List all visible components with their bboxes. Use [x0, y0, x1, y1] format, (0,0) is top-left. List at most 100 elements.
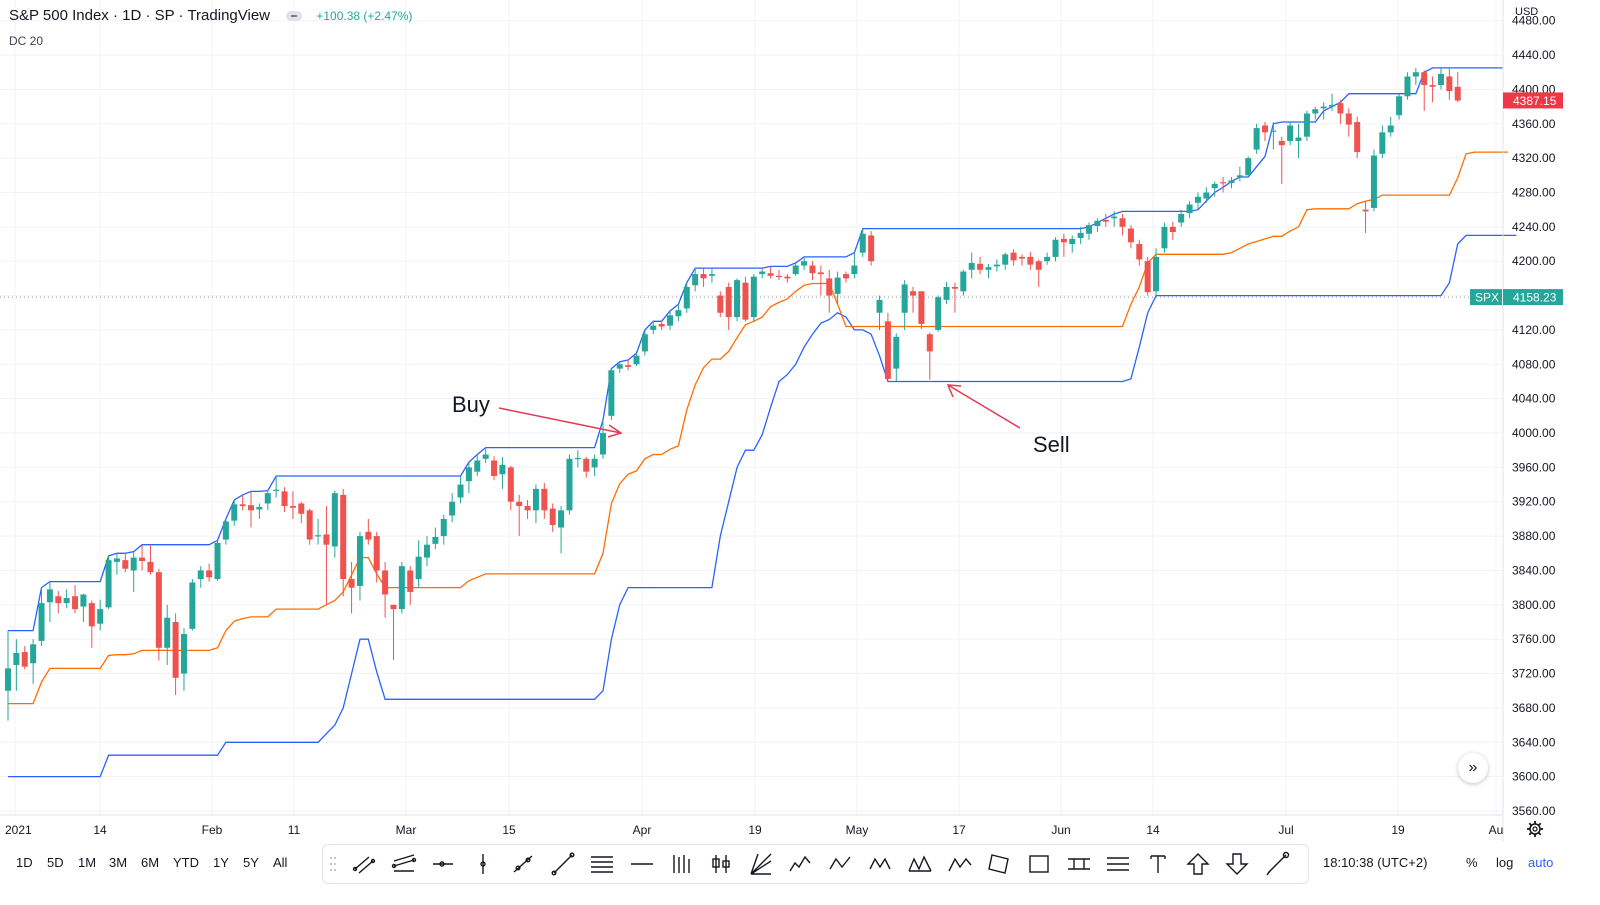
price-range-icon[interactable]: [1064, 849, 1094, 879]
percent-scale-toggle[interactable]: %: [1466, 855, 1478, 870]
candle-body: [1220, 182, 1227, 184]
timeframe-3m[interactable]: 3M: [109, 855, 128, 870]
candle: [1437, 67, 1444, 90]
candle-body: [993, 264, 1000, 267]
regression-trend-icon[interactable]: [389, 849, 419, 879]
text-icon[interactable]: [1143, 849, 1173, 879]
candle-body: [775, 275, 782, 278]
candle: [1018, 254, 1025, 266]
candle: [214, 540, 221, 581]
candle: [1027, 251, 1034, 270]
candle-pattern-icon[interactable]: [706, 849, 736, 879]
candle: [432, 527, 439, 549]
timeframe-1y[interactable]: 1Y: [213, 855, 229, 870]
candle: [306, 508, 313, 545]
candle: [667, 311, 674, 330]
time-tick-label: 14: [1146, 823, 1160, 837]
timeframe-1m[interactable]: 1M: [78, 855, 97, 870]
candle: [658, 321, 665, 330]
gann-fan-icon[interactable]: [746, 849, 776, 879]
candle-body: [742, 282, 749, 320]
candle: [331, 490, 338, 558]
xabcd-pattern-icon[interactable]: [865, 849, 895, 879]
candle-body: [951, 286, 958, 289]
rectangle-icon[interactable]: [1024, 849, 1054, 879]
candle: [1169, 221, 1176, 240]
candle-body: [415, 556, 422, 580]
arrow-up-icon[interactable]: [1183, 849, 1213, 879]
parallel-channel-icon[interactable]: [349, 849, 379, 879]
horizontal-line-icon[interactable]: [627, 849, 657, 879]
abcd-pattern-icon[interactable]: [825, 849, 855, 879]
indicator-label[interactable]: DC 20: [9, 34, 44, 48]
log-scale-toggle[interactable]: log: [1496, 855, 1514, 870]
candle-body: [1320, 106, 1327, 109]
candle-body: [675, 310, 682, 317]
timeframe-ytd[interactable]: YTD: [173, 855, 199, 870]
elliott-wxy-icon[interactable]: [945, 849, 975, 879]
candle-body: [1186, 204, 1193, 214]
sell-arrow-head: [946, 384, 962, 398]
candle: [675, 304, 682, 322]
scroll-to-realtime-button[interactable]: »: [1458, 753, 1488, 783]
candle: [440, 514, 447, 545]
trend-line-icon[interactable]: [548, 849, 578, 879]
elliott-impulse-icon[interactable]: [786, 849, 816, 879]
fib-retracement-icon[interactable]: [587, 849, 617, 879]
timeframe-5d[interactable]: 5D: [47, 855, 64, 870]
candle: [884, 312, 891, 382]
candle: [1035, 259, 1042, 287]
candle: [1287, 122, 1294, 146]
symbol-title[interactable]: S&P 500 Index · 1D · SP: [9, 7, 175, 24]
candle-body: [1379, 132, 1386, 154]
rotated-rectangle-icon[interactable]: [984, 849, 1014, 879]
drawing-tools-panel: [322, 844, 1309, 884]
brush-icon[interactable]: [1262, 849, 1292, 879]
candle-body: [1437, 73, 1444, 86]
candle: [750, 274, 757, 322]
candle-body: [1086, 225, 1093, 234]
candle-body: [491, 460, 498, 476]
candle-body: [55, 596, 62, 604]
currency-label[interactable]: USD: [1515, 6, 1539, 18]
timeframe-5y[interactable]: 5Y: [243, 855, 259, 870]
timeframe-1d[interactable]: 1D: [16, 855, 33, 870]
timeframe-all[interactable]: All: [273, 855, 288, 870]
candle-body: [1446, 76, 1453, 92]
arrow-down-icon[interactable]: [1222, 849, 1252, 879]
head-shoulders-icon[interactable]: [905, 849, 935, 879]
candle: [1262, 122, 1268, 141]
candle: [72, 585, 79, 614]
price-tick-label: 3560.00: [1512, 804, 1556, 818]
donchian-upper-line: [8, 67, 1503, 632]
candle: [725, 282, 732, 330]
gear-icon[interactable]: [1526, 820, 1544, 838]
fib-timezone-icon[interactable]: [667, 849, 697, 879]
candle-body: [641, 334, 648, 352]
collapse-legend-icon[interactable]: [286, 11, 303, 22]
candle: [759, 268, 766, 279]
horizontal-ray-icon[interactable]: [428, 849, 458, 879]
clock-timezone[interactable]: 18:10:38 (UTC+2): [1323, 855, 1428, 870]
candle-body: [197, 570, 204, 580]
auto-scale-toggle[interactable]: auto: [1528, 855, 1554, 870]
candle: [926, 332, 933, 380]
candle-body: [1136, 244, 1143, 260]
candle: [893, 333, 900, 382]
candle: [599, 420, 606, 459]
date-range-icon[interactable]: [1103, 849, 1133, 879]
drag-handle-icon[interactable]: [329, 855, 337, 873]
candle-body: [214, 542, 221, 580]
candle: [105, 555, 112, 610]
trend-angle-icon[interactable]: [508, 849, 538, 879]
candle-body: [926, 334, 933, 352]
candle-body: [155, 572, 162, 648]
candle: [1111, 211, 1118, 227]
vertical-line-icon[interactable]: [468, 849, 498, 879]
candle: [1136, 239, 1143, 266]
timeframe-6m[interactable]: 6M: [141, 855, 160, 870]
candle-body: [1169, 226, 1176, 233]
candle-body: [524, 506, 531, 511]
